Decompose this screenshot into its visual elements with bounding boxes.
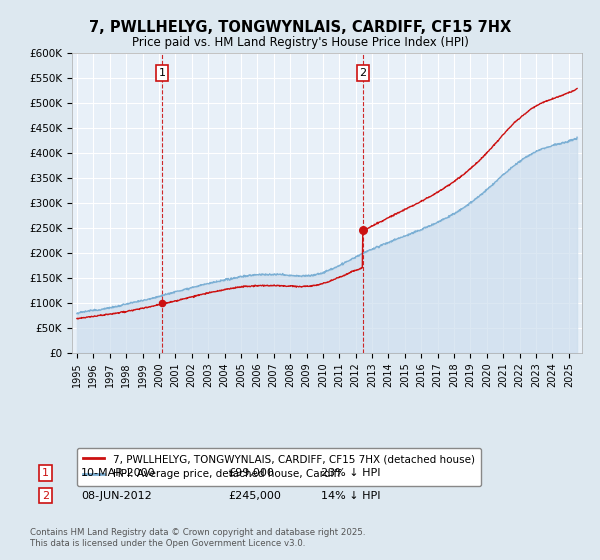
- Text: 10-MAR-2000: 10-MAR-2000: [81, 468, 155, 478]
- Point: [358, 226, 368, 235]
- Text: 2: 2: [359, 68, 367, 78]
- Text: £245,000: £245,000: [228, 491, 281, 501]
- Text: 23% ↓ HPI: 23% ↓ HPI: [321, 468, 380, 478]
- Text: 1: 1: [158, 68, 166, 78]
- Text: £99,000: £99,000: [228, 468, 274, 478]
- Text: Price paid vs. HM Land Registry's House Price Index (HPI): Price paid vs. HM Land Registry's House …: [131, 36, 469, 49]
- Text: 14% ↓ HPI: 14% ↓ HPI: [321, 491, 380, 501]
- Text: 2: 2: [42, 491, 49, 501]
- Text: Contains HM Land Registry data © Crown copyright and database right 2025.
This d: Contains HM Land Registry data © Crown c…: [30, 528, 365, 548]
- Text: 1: 1: [42, 468, 49, 478]
- Point: [157, 299, 167, 308]
- Text: 08-JUN-2012: 08-JUN-2012: [81, 491, 152, 501]
- Legend: 7, PWLLHELYG, TONGWYNLAIS, CARDIFF, CF15 7HX (detached house), HPI: Average pric: 7, PWLLHELYG, TONGWYNLAIS, CARDIFF, CF15…: [77, 448, 481, 486]
- Text: 7, PWLLHELYG, TONGWYNLAIS, CARDIFF, CF15 7HX: 7, PWLLHELYG, TONGWYNLAIS, CARDIFF, CF15…: [89, 20, 511, 35]
